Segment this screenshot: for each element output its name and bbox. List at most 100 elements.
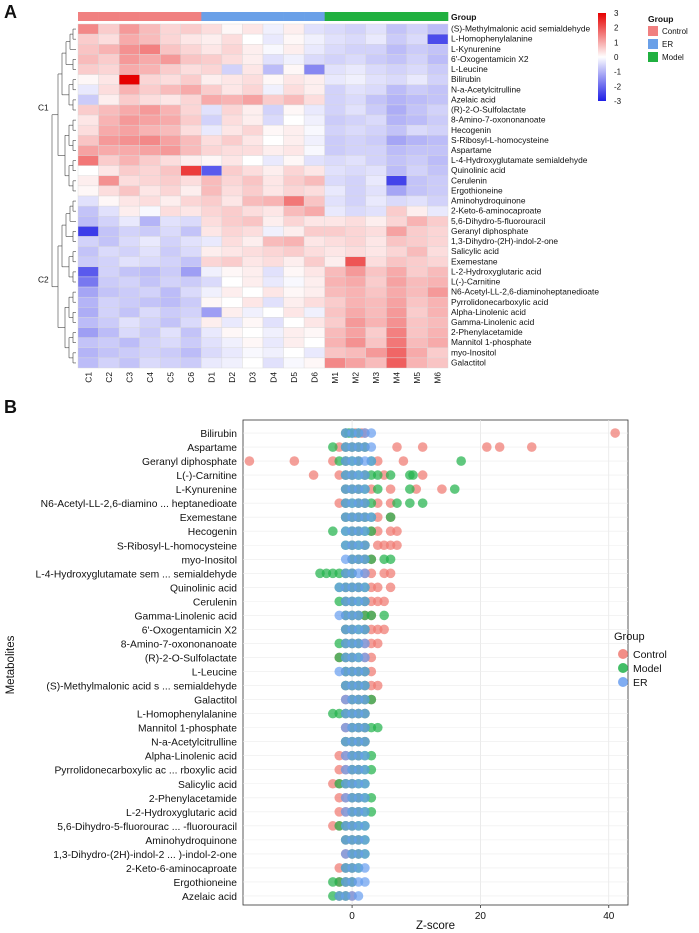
column-label: M3 (371, 372, 381, 384)
color-scale-tick: -2 (614, 82, 622, 91)
heatmap-cell (262, 256, 284, 268)
heatmap-cell (98, 74, 120, 85)
category-label: (S)-Methylmalonic acid s ... semialdehyd… (46, 682, 237, 693)
heatmap-cell (180, 256, 202, 268)
heatmap-cell (283, 256, 305, 268)
heatmap-cell (303, 357, 325, 369)
heatmap-cell (427, 33, 449, 45)
heatmap-cell (283, 347, 305, 359)
category-label: Azelaic acid (182, 892, 237, 903)
heatmap-cell (160, 44, 181, 55)
heatmap-cell (98, 155, 120, 166)
heatmap-cell (118, 266, 140, 278)
heatmap-cell (180, 185, 202, 197)
heatmap-cell (386, 44, 408, 55)
row-label: myo-Inositol (451, 347, 496, 357)
heatmap-cell (303, 135, 325, 146)
heatmap-cell (427, 135, 449, 146)
heatmap-cell (262, 54, 284, 65)
heatmap-cell (303, 337, 325, 348)
heatmap-cell (160, 155, 181, 166)
heatmap-cell (386, 54, 408, 65)
heatmap-cell (160, 266, 181, 278)
data-point (360, 694, 370, 705)
heatmap-cell (262, 135, 284, 146)
color-scale-legend: 3 2 1 0 -1 -2 -3 (598, 9, 622, 106)
heatmap-cell (303, 327, 325, 338)
heatmap-cell (242, 94, 264, 106)
heatmap-cell (303, 74, 325, 85)
heatmap-cell (303, 307, 325, 318)
heatmap-cell (98, 216, 120, 227)
heatmap-cell (283, 286, 305, 298)
heatmap-cell (303, 124, 325, 136)
heatmap-cell (303, 23, 325, 35)
heatmap-cell (77, 145, 99, 156)
heatmap-panel: Group (S)-Methylmalonic acid semialdehyde… (38, 12, 599, 384)
heatmap-cell (201, 104, 223, 116)
category-label: 1,3-Dihydro-(2H)-indol-2 ... )-indol-2-o… (53, 850, 237, 861)
row-label: Cerulenin (451, 175, 487, 185)
heatmap-cell (221, 256, 243, 268)
color-scale-bar (598, 13, 606, 101)
data-point (360, 877, 370, 887)
category-label: myo-Inositol (181, 555, 237, 566)
heatmap-cell (139, 226, 161, 237)
heatmap-cell (77, 23, 99, 35)
heatmap-cell (386, 145, 408, 156)
heatmap-cell (221, 347, 243, 359)
heatmap-cell (221, 155, 243, 166)
heatmap-cell (386, 307, 408, 318)
heatmap-cell (98, 296, 120, 308)
category-label: Pyrrolidonecarboxylic ac ... rboxylic ac… (54, 766, 237, 777)
heatmap-cell (118, 84, 140, 96)
data-point (308, 470, 319, 480)
heatmap-cell (303, 114, 325, 126)
column-label: D1 (207, 372, 217, 383)
heatmap-cell (406, 195, 428, 207)
heatmap-cell (324, 216, 346, 227)
heatmap-cell (283, 266, 305, 278)
heatmap-cell (221, 84, 243, 96)
heatmap-cell (365, 124, 387, 136)
heatmap-cell (303, 216, 325, 227)
heatmap-cell (139, 145, 161, 156)
heatmap-cell (77, 33, 99, 45)
heatmap-cell (201, 256, 223, 268)
heatmap-cell (406, 23, 428, 35)
heatmap-cell (365, 327, 387, 338)
heatmap-cell (406, 256, 428, 268)
group-bar-cell (386, 12, 408, 21)
heatmap-cell (262, 357, 284, 369)
heatmap-cell (77, 175, 99, 187)
data-point (405, 498, 415, 508)
heatmap-cell (160, 276, 181, 288)
category-label: L(-)-Carnitine (176, 471, 237, 482)
heatmap-cell (427, 195, 449, 207)
heatmap-cell (98, 104, 120, 116)
heatmap-cell (77, 246, 99, 257)
heatmap-cell (180, 44, 202, 55)
heatmap-cell (345, 236, 366, 247)
heatmap-cell (406, 33, 428, 45)
legend-label: ER (662, 40, 673, 49)
group-bar-cell (119, 12, 140, 21)
heatmap-cell (262, 94, 284, 106)
heatmap-cell (345, 74, 366, 85)
heatmap-cell (324, 256, 346, 268)
heatmap-cell (365, 296, 387, 308)
heatmap-cell (180, 246, 202, 257)
heatmap-cell (180, 276, 202, 288)
data-point (385, 512, 396, 522)
heatmap-cell (427, 155, 449, 166)
heatmap-cell (118, 175, 140, 187)
heatmap-cell (201, 54, 223, 65)
heatmap-cell (406, 84, 428, 96)
heatmap-cell (118, 216, 140, 227)
group-bar-cell (98, 12, 120, 21)
heatmap-cell (365, 276, 387, 288)
heatmap-cell (77, 307, 99, 318)
category-label: Aspartame (187, 443, 237, 454)
heatmap-cell (427, 347, 449, 359)
heatmap-cell (242, 44, 264, 55)
